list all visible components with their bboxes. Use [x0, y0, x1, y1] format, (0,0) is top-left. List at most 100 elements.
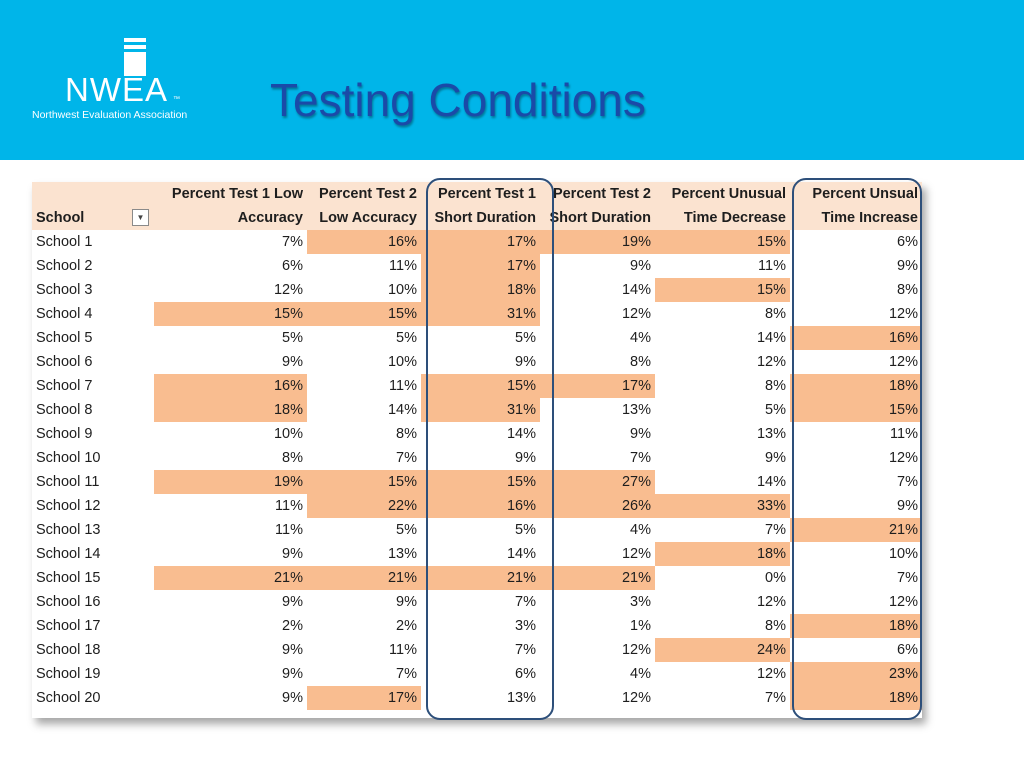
column-header-time-decrease: Percent Unusual Time Decrease: [655, 182, 790, 230]
table-row: School 14 9% 13% 14% 12% 18% 10%: [32, 542, 922, 566]
percent-cell: 5%: [765, 402, 786, 418]
percent-cell: 16%: [790, 326, 922, 350]
dropdown-filter-icon[interactable]: ▼: [132, 209, 149, 226]
percent-cell: 12%: [888, 354, 918, 370]
percent-cell: 7%: [515, 642, 536, 658]
column-header-test2-short-duration: Percent Test 2 Short Duration: [540, 182, 655, 230]
school-name-cell: School 19: [36, 666, 101, 682]
school-name-cell: School 17: [36, 618, 101, 634]
percent-cell: 2%: [396, 618, 417, 634]
percent-cell: 6%: [282, 258, 303, 274]
percent-cell: 4%: [630, 330, 651, 346]
school-name-cell: School 12: [36, 498, 101, 514]
percent-cell: 19%: [540, 230, 655, 254]
percent-cell: 9%: [282, 354, 303, 370]
percent-cell: 8%: [765, 378, 786, 394]
table-row: School 3 12% 10% 18% 14% 15% 8%: [32, 278, 922, 302]
percent-cell: 22%: [307, 494, 421, 518]
table-row: School 16 9% 9% 7% 3% 12% 12%: [32, 590, 922, 614]
percent-cell: 7%: [897, 474, 918, 490]
percent-cell: 7%: [396, 450, 417, 466]
percent-cell: 12%: [756, 666, 786, 682]
percent-cell: 31%: [421, 302, 540, 326]
school-name-cell: School 3: [36, 282, 93, 298]
percent-cell: 14%: [621, 282, 651, 298]
logo-trademark: ™: [173, 96, 180, 103]
percent-cell: 12%: [621, 546, 651, 562]
percent-cell: 7%: [765, 690, 786, 706]
school-name-cell: School 10: [36, 450, 101, 466]
percent-cell: 8%: [396, 426, 417, 442]
percent-cell: 9%: [630, 258, 651, 274]
school-name-cell: School 18: [36, 642, 101, 658]
percent-cell: 11%: [389, 642, 417, 658]
percent-cell: 31%: [421, 398, 540, 422]
percent-cell: 12%: [756, 594, 786, 610]
page-title: Testing Conditions: [270, 74, 646, 126]
table-row: School 8 18% 14% 31% 13% 5% 15%: [32, 398, 922, 422]
percent-cell: 13%: [506, 690, 536, 706]
school-name-cell: School 20: [36, 690, 101, 706]
percent-cell: 23%: [790, 662, 922, 686]
percent-cell: 15%: [421, 470, 540, 494]
percent-cell: 21%: [540, 566, 655, 590]
percent-cell: 5%: [396, 330, 417, 346]
percent-cell: 9%: [765, 450, 786, 466]
percent-cell: 8%: [765, 618, 786, 634]
nwea-logo: NWEA ™ Northwest Evaluation Association: [28, 38, 210, 124]
percent-cell: 8%: [765, 306, 786, 322]
percent-cell: 17%: [421, 230, 540, 254]
percent-cell: 21%: [790, 518, 922, 542]
table-row: School 15 21% 21% 21% 21% 0% 7%: [32, 566, 922, 590]
percent-cell: 9%: [630, 426, 651, 442]
percent-cell: 18%: [655, 542, 790, 566]
percent-cell: 9%: [282, 690, 303, 706]
column-header-test1-low-accuracy: Percent Test 1 Low Accuracy: [154, 182, 307, 230]
percent-cell: 15%: [154, 302, 307, 326]
percent-cell: 7%: [897, 570, 918, 586]
percent-cell: 9%: [515, 450, 536, 466]
percent-cell: 13%: [756, 426, 786, 442]
percent-cell: 14%: [756, 330, 786, 346]
percent-cell: 15%: [421, 374, 540, 398]
percent-cell: 21%: [307, 566, 421, 590]
logo-wordmark: NWEA: [65, 71, 168, 108]
school-name-cell: School 14: [36, 546, 101, 562]
percent-cell: 5%: [515, 522, 536, 538]
table-row: School 11 19% 15% 15% 27% 14% 7%: [32, 470, 922, 494]
percent-cell: 5%: [396, 522, 417, 538]
percent-cell: 18%: [790, 686, 922, 710]
percent-cell: 10%: [273, 426, 303, 442]
school-name-cell: School 5: [36, 330, 93, 346]
percent-cell: 12%: [888, 594, 918, 610]
percent-cell: 11%: [275, 498, 303, 514]
percent-cell: 26%: [540, 494, 655, 518]
percent-cell: 11%: [758, 258, 786, 274]
percent-cell: 12%: [273, 282, 303, 298]
percent-cell: 18%: [790, 374, 922, 398]
table-row: School 20 9% 17% 13% 12% 7% 18%: [32, 686, 922, 710]
percent-cell: 10%: [387, 282, 417, 298]
percent-cell: 6%: [897, 234, 918, 250]
percent-cell: 14%: [506, 426, 536, 442]
percent-cell: 17%: [307, 686, 421, 710]
percent-cell: 16%: [307, 230, 421, 254]
table-row: School 4 15% 15% 31% 12% 8% 12%: [32, 302, 922, 326]
logo-subtitle: Northwest Evaluation Association: [32, 109, 188, 121]
school-name-cell: School 13: [36, 522, 101, 538]
percent-cell: 3%: [630, 594, 651, 610]
percent-cell: 7%: [282, 234, 303, 250]
percent-cell: 27%: [540, 470, 655, 494]
percent-cell: 12%: [621, 642, 651, 658]
header-banner: NWEA ™ Northwest Evaluation Association …: [0, 0, 1024, 160]
percent-cell: 18%: [421, 278, 540, 302]
percent-cell: 13%: [621, 402, 651, 418]
percent-cell: 19%: [154, 470, 307, 494]
school-name-cell: School 16: [36, 594, 101, 610]
table-row: School 2 6% 11% 17% 9% 11% 9%: [32, 254, 922, 278]
percent-cell: 6%: [897, 642, 918, 658]
percent-cell: 2%: [282, 618, 303, 634]
percent-cell: 8%: [630, 354, 651, 370]
highlight-outline-time-increase: [792, 178, 922, 720]
table-row: School 7 16% 11% 15% 17% 8% 18%: [32, 374, 922, 398]
